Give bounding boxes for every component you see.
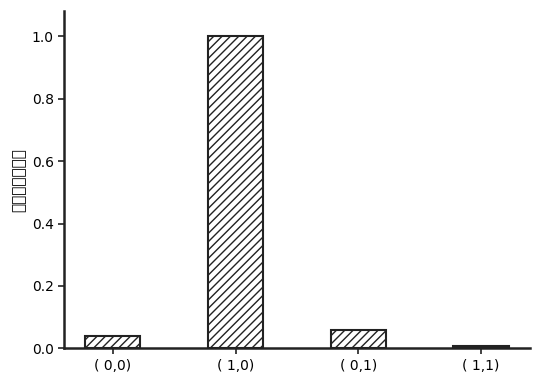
Y-axis label: 归一化荧光强度: 归一化荧光强度 [11, 148, 26, 212]
Bar [453, 346, 509, 348]
Bar [208, 36, 263, 348]
Bar [331, 330, 386, 348]
Bar [85, 336, 141, 348]
